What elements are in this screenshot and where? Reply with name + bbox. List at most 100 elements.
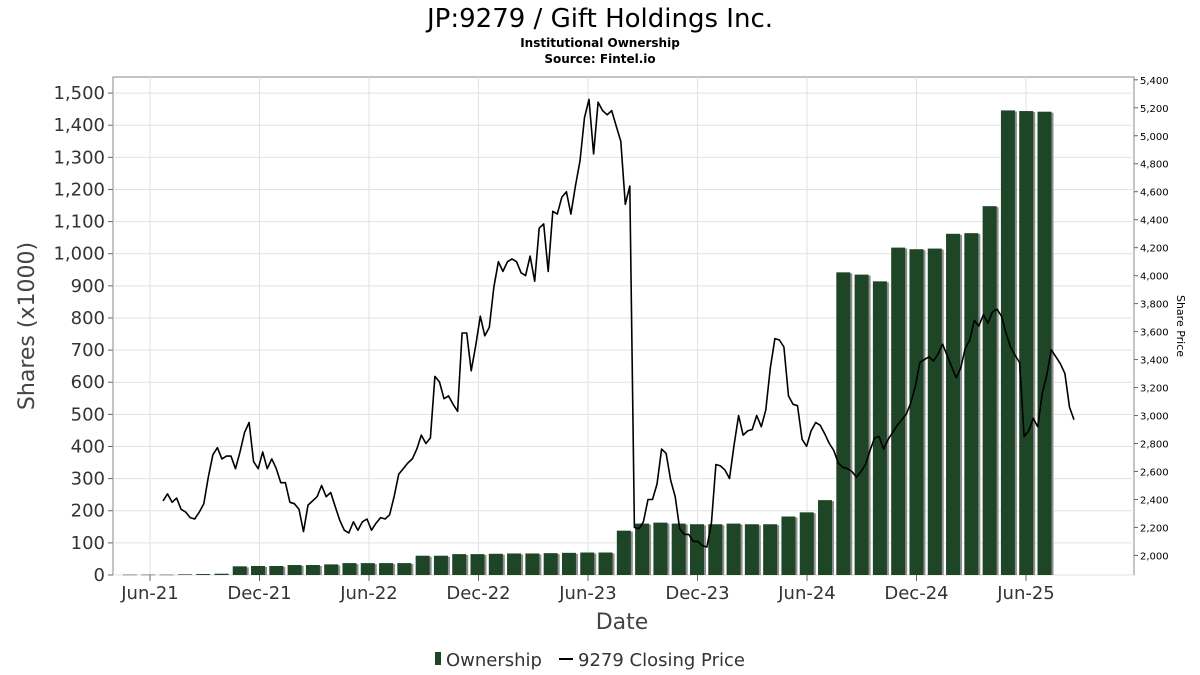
ownership-bar (744, 524, 759, 575)
ownership-bar (799, 512, 814, 575)
ownership-bar (159, 574, 174, 576)
ownership-bar (269, 566, 284, 575)
ownership-bar (214, 573, 229, 575)
price-line (162, 98, 1075, 548)
y-right-tick-label: 4,800 (1140, 160, 1169, 171)
ownership-bar (1019, 111, 1034, 576)
chart-source: Source: Fintel.io (544, 52, 655, 66)
y-right-tick-label: 3,600 (1140, 328, 1169, 339)
y-right-tick-label: 4,600 (1140, 188, 1169, 199)
ownership-bar (543, 553, 558, 575)
x-axis-label: Date (596, 610, 649, 635)
x-tick-label: Dec-22 (446, 583, 510, 604)
ownership-bar (324, 564, 339, 575)
ownership-bar (854, 274, 869, 575)
ownership-bar (982, 206, 997, 576)
y-right-tick-label: 4,200 (1140, 244, 1169, 255)
ownership-bar (616, 530, 631, 575)
y-tick-label: 900 (71, 276, 105, 297)
x-tick-label: Dec-24 (884, 583, 948, 604)
x-tick-label: Dec-21 (227, 583, 291, 604)
right-axis: 2,000 2,200 2,400 2,600 2,800 3,000 3,200 3,400… (1134, 76, 1169, 562)
ownership-bar (708, 524, 723, 575)
y-right-tick-label: 4,000 (1140, 272, 1169, 283)
ownership-bar (196, 574, 211, 575)
y-right-tick-label: 3,400 (1140, 356, 1169, 367)
x-tick-label: Jun-25 (996, 583, 1055, 604)
legend-ownership-label: Ownership (446, 650, 542, 671)
y-right-tick-label: 5,400 (1140, 76, 1169, 87)
ownership-bar (946, 233, 961, 575)
ownership-bar (964, 233, 979, 575)
y-tick-label: 1,100 (53, 212, 105, 233)
plot-area (112, 76, 1135, 576)
ownership-bar (909, 249, 924, 575)
ownership-bar (525, 553, 540, 575)
y-tick-label: 600 (71, 372, 105, 393)
ownership-bar (342, 563, 357, 575)
y-right-tick-label: 2,000 (1140, 551, 1169, 562)
ownership-bar (1037, 111, 1052, 576)
ownership-bar (379, 563, 394, 575)
ownership-bar (781, 516, 796, 575)
ownership-bar (287, 565, 302, 575)
grid (113, 77, 1134, 576)
y-tick-label: 300 (71, 469, 105, 490)
y-tick-label: 1,300 (53, 147, 105, 168)
y-tick-label: 0 (94, 565, 105, 586)
y-tick-label: 800 (71, 308, 105, 329)
ownership-bar (488, 553, 503, 575)
ownership-bar (927, 248, 942, 575)
ownership-bar (689, 524, 704, 575)
y-right-tick-label: 3,800 (1140, 300, 1169, 311)
y-axis-label: Shares (x1000) (15, 242, 40, 410)
y-right-tick-label: 2,600 (1140, 467, 1169, 478)
ownership-bar (470, 554, 485, 575)
legend-price-label: 9279 Closing Price (578, 650, 745, 671)
ownership-bar (177, 574, 192, 575)
x-tick-label: Jun-21 (120, 583, 179, 604)
y-right-tick-label: 2,200 (1140, 523, 1169, 534)
y-tick-label: 700 (71, 340, 105, 361)
ownership-bar (580, 552, 595, 575)
ownership-bar (836, 272, 851, 575)
x-tick-label: Dec-23 (665, 583, 729, 604)
ownership-bar (360, 563, 375, 575)
ownership-bar (561, 552, 576, 575)
y-right-tick-label: 3,000 (1140, 412, 1169, 423)
ownership-bar (598, 552, 613, 575)
y-tick-label: 1,500 (53, 83, 105, 104)
ownership-bar (507, 553, 522, 575)
y-tick-label: 100 (71, 533, 105, 554)
y-tick-label: 1,400 (53, 115, 105, 136)
y-right-tick-label: 2,400 (1140, 495, 1169, 506)
y-right-tick-label: 3,200 (1140, 384, 1169, 395)
y-tick-label: 400 (71, 436, 105, 457)
ownership-bar (653, 522, 668, 575)
legend-ownership-swatch (435, 652, 441, 665)
y-right-tick-label: 5,200 (1140, 104, 1169, 115)
ownership-bar (433, 555, 448, 575)
ownership-bar (232, 566, 247, 575)
price-line-layer (162, 98, 1075, 548)
ownership-bar (397, 563, 412, 575)
y-axis-right-label: Share Price (1174, 295, 1187, 357)
legend: Ownership 9279 Closing Price (435, 650, 745, 671)
y-tick-label: 1,200 (53, 179, 105, 200)
ownership-bar (671, 523, 686, 575)
ownership-bar (635, 523, 650, 575)
ownership-bar (452, 554, 467, 575)
ownership-bar (415, 555, 430, 575)
ownership-bar (251, 566, 266, 575)
x-tick-label: Jun-22 (339, 583, 398, 604)
ownership-bar (891, 247, 906, 575)
x-axis: Jun-21 Dec-21 Jun-22 Dec-22 Jun-23 Dec-23 Jun-… (120, 575, 1055, 604)
x-tick-label: Jun-24 (777, 583, 836, 604)
ownership-bar (141, 574, 156, 576)
chart-subtitle: Institutional Ownership (520, 36, 680, 50)
y-right-tick-label: 5,000 (1140, 132, 1169, 143)
ownership-bar (763, 524, 778, 575)
chart-title: JP:9279 / Gift Holdings Inc. (425, 4, 773, 34)
y-tick-label: 500 (71, 404, 105, 425)
